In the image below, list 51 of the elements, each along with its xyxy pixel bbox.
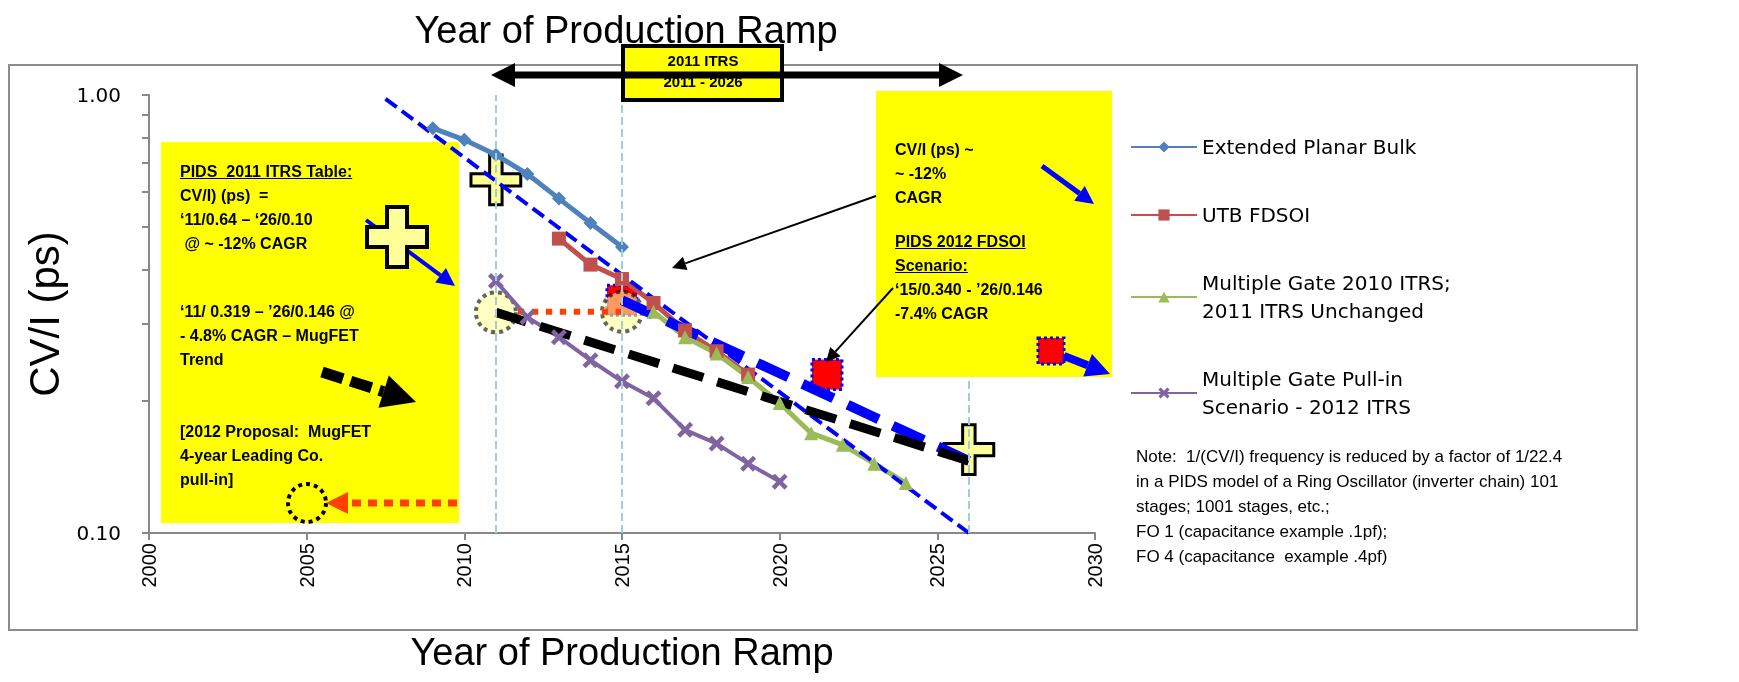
- x-tick-label: 2005: [295, 543, 318, 588]
- point: [615, 272, 629, 287]
- legend-label: Multiple Gate 2010 ITRS; 2011 ITRS Unchanged: [1202, 271, 1458, 323]
- point: [772, 396, 787, 411]
- y-tick-label: 1.00: [76, 83, 121, 107]
- annotation: PIDS 2012 FDSOI Scenario:: [895, 232, 1026, 276]
- point: [550, 329, 567, 346]
- chart-title: Year of Production Ramp: [414, 9, 838, 51]
- point: [551, 231, 566, 246]
- legend-label: Extended Planar Bulk: [1202, 135, 1417, 159]
- legend-label: UTB FDSOI: [1202, 203, 1311, 227]
- point: [645, 390, 662, 407]
- point: [835, 437, 850, 452]
- x-tick-label: 2020: [768, 543, 791, 588]
- annotation: PIDS 2011 ITRS Table:: [180, 162, 353, 182]
- point: [487, 273, 504, 290]
- x-tick-label: 2015: [611, 543, 633, 588]
- annotation: ‘15/0.340 - ’26/0.146 -7.4% CAGR: [895, 280, 1043, 324]
- y-tick-label: 0.10: [76, 521, 121, 545]
- point: [810, 358, 844, 392]
- point: [646, 296, 661, 311]
- point: [583, 216, 598, 231]
- point: [898, 476, 913, 491]
- point: [678, 330, 693, 345]
- point: [677, 421, 694, 438]
- annotation: [2012 Proposal: MugFET 4-year Leading Co. pull-in]: [180, 422, 372, 490]
- x-tick-label: 2030: [1084, 543, 1106, 588]
- annotation: CV/I) (ps) = ‘11/0.64 – ‘26/0.10 @ ~ -12% CAGR: [180, 186, 313, 254]
- point: [520, 167, 535, 182]
- point: [582, 352, 599, 369]
- point: [519, 309, 536, 326]
- y-axis-title: CV/I (ps): [21, 231, 69, 397]
- text: Note: 1/(CV/I) frequency is reduced by a factor of 1/22.4 in a PIDS model of a Ring Oscillator (inverter chain) 101 stages; 1001 stages, etc.; FO 1 (capacitance example .1pf); FO 4 (capacitance example .4pf): [1136, 444, 1567, 569]
- x-tick-label: 2025: [926, 543, 949, 588]
- point: [614, 373, 630, 390]
- point: [740, 455, 757, 472]
- point: [457, 132, 472, 147]
- annotation: CV/I (ps) ~ ~ -12% CAGR: [895, 140, 974, 208]
- point: [583, 257, 598, 272]
- point: [708, 435, 725, 452]
- point: [867, 456, 882, 471]
- x-tick-label: 2000: [138, 543, 160, 588]
- x-tick-label: 2010: [453, 543, 476, 588]
- point: [771, 473, 788, 490]
- annotation: ‘11/ 0.319 – ’26/0.146 @ - 4.8% CAGR – MugFET Trend: [180, 302, 359, 370]
- point: [551, 191, 566, 206]
- point: [646, 304, 661, 319]
- point: [804, 426, 819, 441]
- legend-label: Multiple Gate Pull-in Scenario - 2012 ITRS: [1202, 367, 1411, 419]
- x-axis-title: Year of Production Ramp: [410, 631, 834, 673]
- point: [425, 121, 440, 136]
